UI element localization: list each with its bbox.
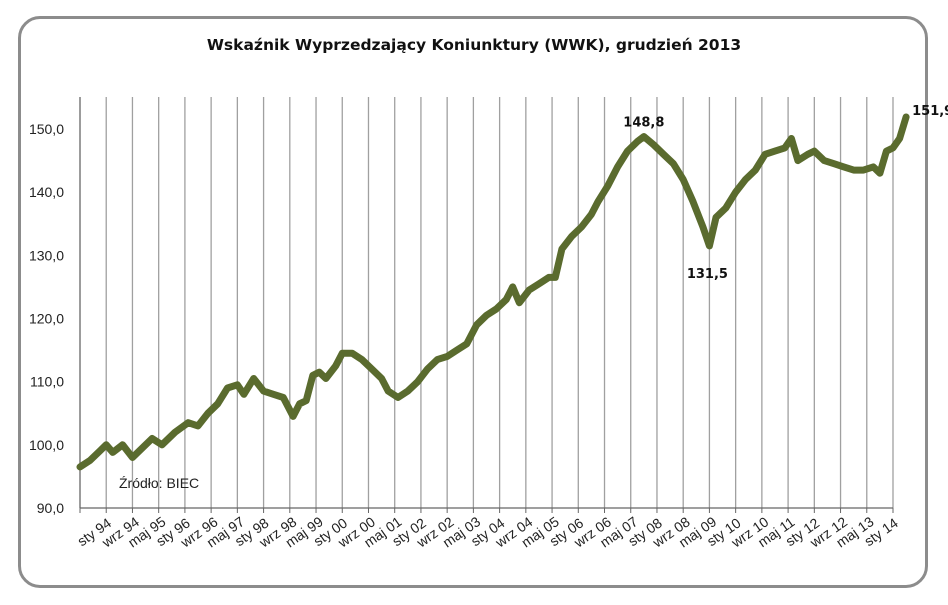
chart-title: Wskaźnik Wyprzedzający Koniunktury (WWK)… <box>206 36 742 54</box>
y-tick-label: 110,0 <box>30 374 64 390</box>
y-axis-tick-labels: 90,0 100,0 110,0 120,0 130,0 140,0 150,0 <box>29 121 64 516</box>
y-tick-label: 100,0 <box>29 437 64 453</box>
y-tick-label: 90,0 <box>37 500 64 516</box>
data-label: 131,5 <box>687 267 728 282</box>
axes <box>79 97 894 513</box>
data-label: 151,9 <box>912 104 948 119</box>
annotations: 148,8 131,5 151,9 <box>623 104 948 282</box>
y-tick-label: 120,0 <box>29 311 64 327</box>
series-line <box>76 113 910 471</box>
series-group <box>76 113 910 471</box>
y-tick-label: 150,0 <box>29 121 64 137</box>
source-note: Źródło: BIEC <box>119 475 199 491</box>
data-label: 148,8 <box>623 116 664 131</box>
vertical-gridlines <box>105 97 894 508</box>
y-tick-label: 140,0 <box>29 184 64 200</box>
y-tick-label: 130,0 <box>29 247 64 263</box>
